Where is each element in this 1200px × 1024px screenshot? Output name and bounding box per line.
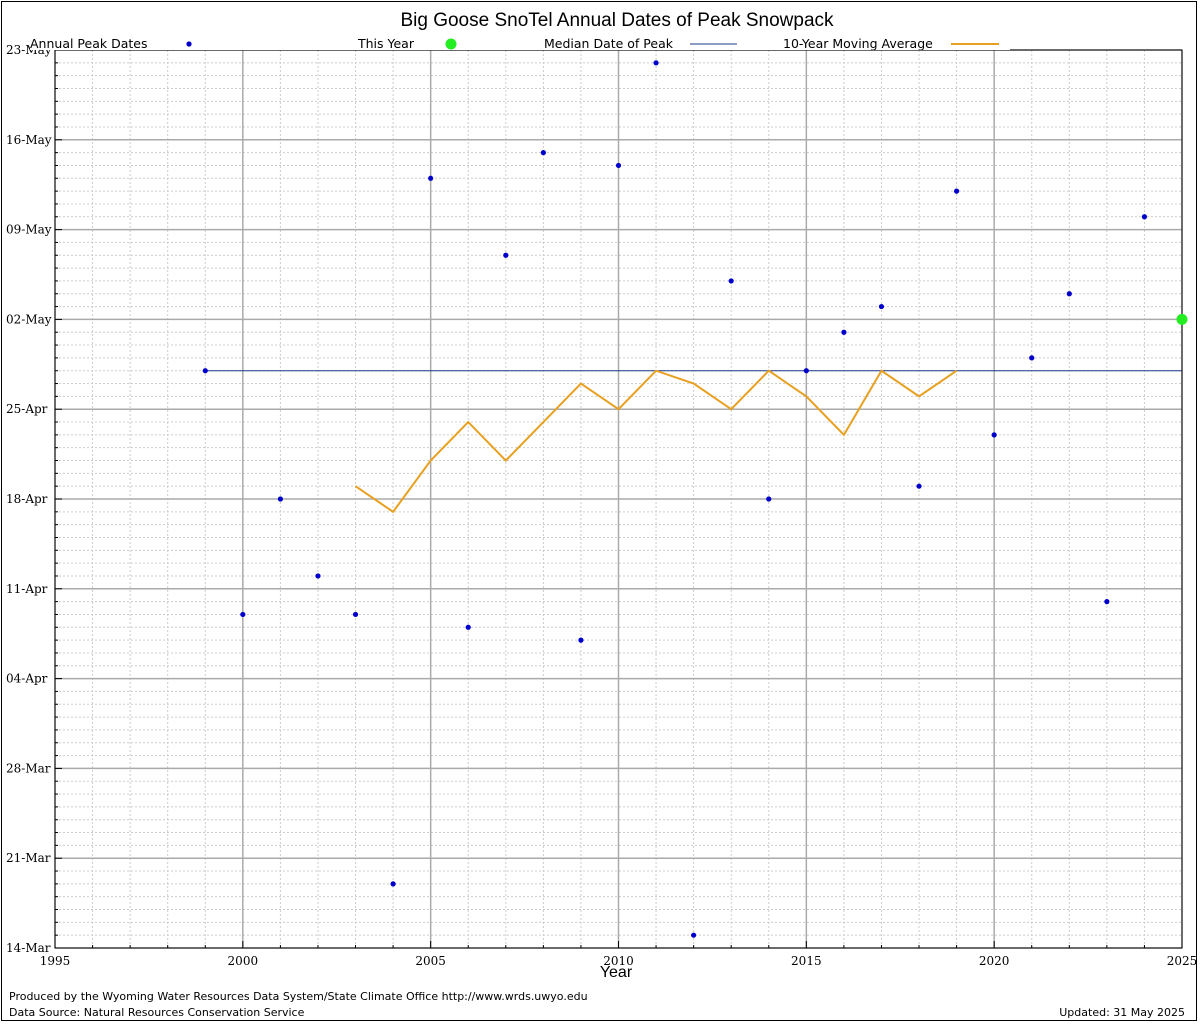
y-tick-label: 18-Apr	[6, 492, 48, 506]
grid	[54, 49, 1183, 949]
moving-average-line	[354, 369, 958, 514]
y-tick-label: 04-Apr	[6, 672, 48, 686]
annual-peak-point	[1029, 355, 1035, 361]
series	[202, 60, 1188, 938]
annual-peak-point	[277, 496, 283, 502]
x-tick-label: 2025	[1167, 954, 1198, 968]
y-tick-label: 25-Apr	[6, 402, 48, 416]
legend-background	[30, 36, 1010, 50]
legend-label-moving-average: 10-Year Moving Average	[783, 36, 933, 51]
y-tick-label: 09-May	[6, 223, 52, 237]
y-tick-label: 28-Mar	[6, 761, 51, 775]
annual-peak-point	[615, 162, 622, 169]
x-axis-label: Year	[600, 964, 633, 981]
this-year-point	[1176, 313, 1188, 325]
legend: Annual Peak Dates This Year Median Date of…	[30, 36, 1010, 51]
annual-peak-point	[240, 611, 246, 618]
legend-label-median: Median Date of Peak	[544, 36, 674, 51]
y-tick-label: 21-Mar	[6, 851, 51, 865]
annual-peak-point	[653, 60, 659, 66]
annual-peak-point	[691, 932, 697, 938]
x-tick-label: 1995	[40, 954, 71, 968]
footer-updated: Updated: 31 May 2025	[1059, 1006, 1185, 1019]
x-tick-label: 2005	[415, 954, 446, 968]
y-tick-label: 14-Mar	[6, 941, 51, 955]
annual-peak-point	[991, 432, 997, 438]
annual-peak-point	[352, 611, 359, 618]
y-tick-label: 02-May	[6, 312, 52, 326]
y-tick-label: 11-Apr	[6, 582, 48, 596]
annual-peak-point	[728, 278, 734, 284]
footer-credit: Produced by the Wyoming Water Resources …	[9, 990, 588, 1003]
annual-peak-point	[390, 881, 396, 887]
legend-label-this-year: This Year	[357, 36, 415, 51]
annual-peak-point	[766, 496, 772, 502]
annual-peak-point	[954, 188, 960, 194]
annual-peak-point	[1066, 291, 1072, 297]
x-tick-label: 2020	[979, 954, 1010, 968]
chart-title: Big Goose SnoTel Annual Dates of Peak Sn…	[400, 10, 834, 31]
annual-peak-point	[465, 624, 471, 630]
y-tick-label: 16-May	[6, 133, 52, 147]
x-tick-label: 2015	[791, 954, 822, 968]
annual-peak-point	[315, 573, 321, 579]
annual-peak-point	[916, 483, 922, 489]
annual-peak-point	[503, 252, 509, 258]
annual-peak-point	[202, 368, 208, 374]
annual-peak-point	[1141, 214, 1148, 220]
axes: 14-Mar 21-Mar 28-Mar 04-Apr 11-Apr 18-Apr 25-A…	[6, 43, 1197, 968]
annual-peak-point	[428, 175, 434, 181]
annual-peak-point	[540, 150, 546, 156]
annual-peak-point	[878, 303, 885, 310]
annual-peak-point	[803, 368, 809, 374]
annual-peak-point	[578, 637, 584, 643]
annual-peak-point	[1104, 599, 1110, 605]
legend-label-annual-peak: Annual Peak Dates	[30, 36, 147, 51]
footer-source: Data Source: Natural Resources Conservat…	[9, 1006, 305, 1019]
legend-marker-annual-peak	[186, 41, 192, 47]
legend-marker-this-year	[445, 38, 457, 50]
annual-peak-point	[841, 329, 847, 335]
x-tick-label: 2000	[228, 954, 259, 968]
x-tick-label: 2010	[603, 954, 634, 968]
